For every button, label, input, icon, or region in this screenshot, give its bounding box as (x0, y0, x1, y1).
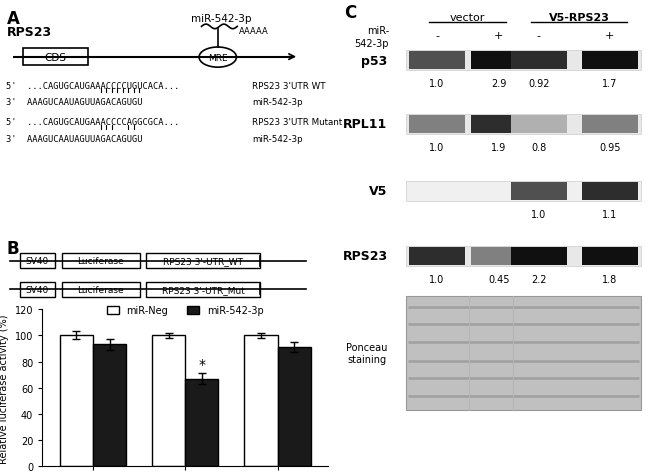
FancyBboxPatch shape (582, 52, 638, 70)
Text: p53: p53 (361, 54, 387, 68)
Text: 0.95: 0.95 (599, 143, 621, 153)
FancyBboxPatch shape (23, 49, 88, 66)
Text: 1.0: 1.0 (531, 209, 547, 219)
FancyBboxPatch shape (62, 254, 140, 268)
Text: V5: V5 (369, 185, 387, 198)
Text: Luciferase: Luciferase (77, 257, 124, 266)
Text: SV40: SV40 (26, 257, 49, 266)
FancyBboxPatch shape (20, 282, 55, 297)
FancyBboxPatch shape (146, 282, 260, 297)
Text: miR-542-3p: miR-542-3p (252, 134, 302, 143)
FancyBboxPatch shape (406, 51, 641, 71)
Text: 1.0: 1.0 (430, 143, 445, 153)
Text: A: A (6, 10, 20, 28)
FancyBboxPatch shape (511, 116, 567, 134)
Text: V5-RPS23: V5-RPS23 (549, 13, 610, 23)
Text: RPS23: RPS23 (6, 26, 51, 39)
Text: 2.2: 2.2 (531, 274, 547, 284)
FancyBboxPatch shape (406, 115, 641, 135)
FancyBboxPatch shape (471, 247, 526, 265)
Text: miR-
542-3p: miR- 542-3p (355, 26, 389, 49)
Text: 1.0: 1.0 (430, 274, 445, 284)
Text: RPL11: RPL11 (343, 118, 387, 131)
Text: 0.8: 0.8 (531, 143, 547, 153)
FancyBboxPatch shape (471, 116, 526, 134)
Text: 1.8: 1.8 (603, 274, 618, 284)
Text: 1.1: 1.1 (603, 209, 618, 219)
Text: C: C (344, 4, 357, 22)
Bar (244, 336, 278, 466)
Bar (60, 336, 93, 466)
FancyBboxPatch shape (511, 182, 567, 200)
FancyBboxPatch shape (511, 247, 567, 265)
Text: MRE: MRE (208, 53, 227, 62)
Text: miR-542-3p: miR-542-3p (190, 14, 252, 24)
Text: AAAAA: AAAAA (239, 27, 268, 36)
FancyBboxPatch shape (406, 181, 641, 201)
Text: 5'  ...CAGUGCAUGAAACCCCUGUCACA...: 5' ...CAGUGCAUGAAACCCCUGUCACA... (6, 81, 180, 90)
Text: -: - (537, 31, 541, 41)
FancyBboxPatch shape (410, 52, 465, 70)
Text: miR-542-3p: miR-542-3p (252, 98, 302, 107)
Text: 2.9: 2.9 (491, 79, 506, 89)
Text: Ponceau
staining: Ponceau staining (346, 342, 387, 364)
FancyBboxPatch shape (146, 254, 260, 268)
Text: 3'  AAAGUCAAUAGUUAGACAGUGU: 3' AAAGUCAAUAGUUAGACAGUGU (6, 98, 143, 107)
Text: 1.9: 1.9 (491, 143, 506, 153)
Y-axis label: Relative luciferase activity (%): Relative luciferase activity (%) (0, 313, 9, 463)
Bar (93, 345, 126, 466)
Text: Luciferase: Luciferase (77, 285, 124, 294)
Text: +: + (605, 31, 614, 41)
Text: vector: vector (450, 13, 486, 23)
FancyBboxPatch shape (410, 116, 465, 134)
FancyBboxPatch shape (410, 247, 465, 265)
FancyBboxPatch shape (406, 246, 641, 266)
FancyBboxPatch shape (582, 247, 638, 265)
Text: 0.92: 0.92 (528, 79, 550, 89)
FancyBboxPatch shape (471, 52, 526, 70)
Text: RPS23 3'-UTR_Mut: RPS23 3'-UTR_Mut (162, 285, 244, 294)
Text: RPS23: RPS23 (343, 249, 387, 263)
FancyBboxPatch shape (511, 52, 567, 70)
Legend: miR-Neg, miR-542-3p: miR-Neg, miR-542-3p (103, 302, 268, 319)
Text: 3'  AAAGUCAAUAGUUAGACAGUGU: 3' AAAGUCAAUAGUUAGACAGUGU (6, 134, 143, 143)
Text: -: - (435, 31, 439, 41)
Text: *: * (198, 357, 205, 372)
Text: 5'  ...CAGUGCAUGAAACCCCAGGCGCA...: 5' ...CAGUGCAUGAAACCCCAGGCGCA... (6, 118, 180, 127)
Text: CDS: CDS (44, 53, 66, 63)
Text: RPS23 3'-UTR_WT: RPS23 3'-UTR_WT (163, 257, 243, 266)
Text: 1.0: 1.0 (430, 79, 445, 89)
FancyBboxPatch shape (62, 282, 140, 297)
Text: B: B (6, 240, 19, 258)
Text: RPS23 3'UTR WT: RPS23 3'UTR WT (252, 81, 326, 90)
Ellipse shape (199, 48, 237, 68)
Bar (278, 347, 311, 466)
FancyBboxPatch shape (20, 254, 55, 268)
Text: RPS23 3'UTR Mutant: RPS23 3'UTR Mutant (252, 118, 342, 127)
Text: 1.7: 1.7 (602, 79, 617, 89)
Text: +: + (494, 31, 503, 41)
Bar (185, 379, 218, 466)
Bar (152, 336, 185, 466)
Text: 0.45: 0.45 (488, 274, 510, 284)
FancyBboxPatch shape (582, 182, 638, 200)
FancyBboxPatch shape (406, 296, 641, 410)
Text: SV40: SV40 (26, 285, 49, 294)
FancyBboxPatch shape (582, 116, 638, 134)
